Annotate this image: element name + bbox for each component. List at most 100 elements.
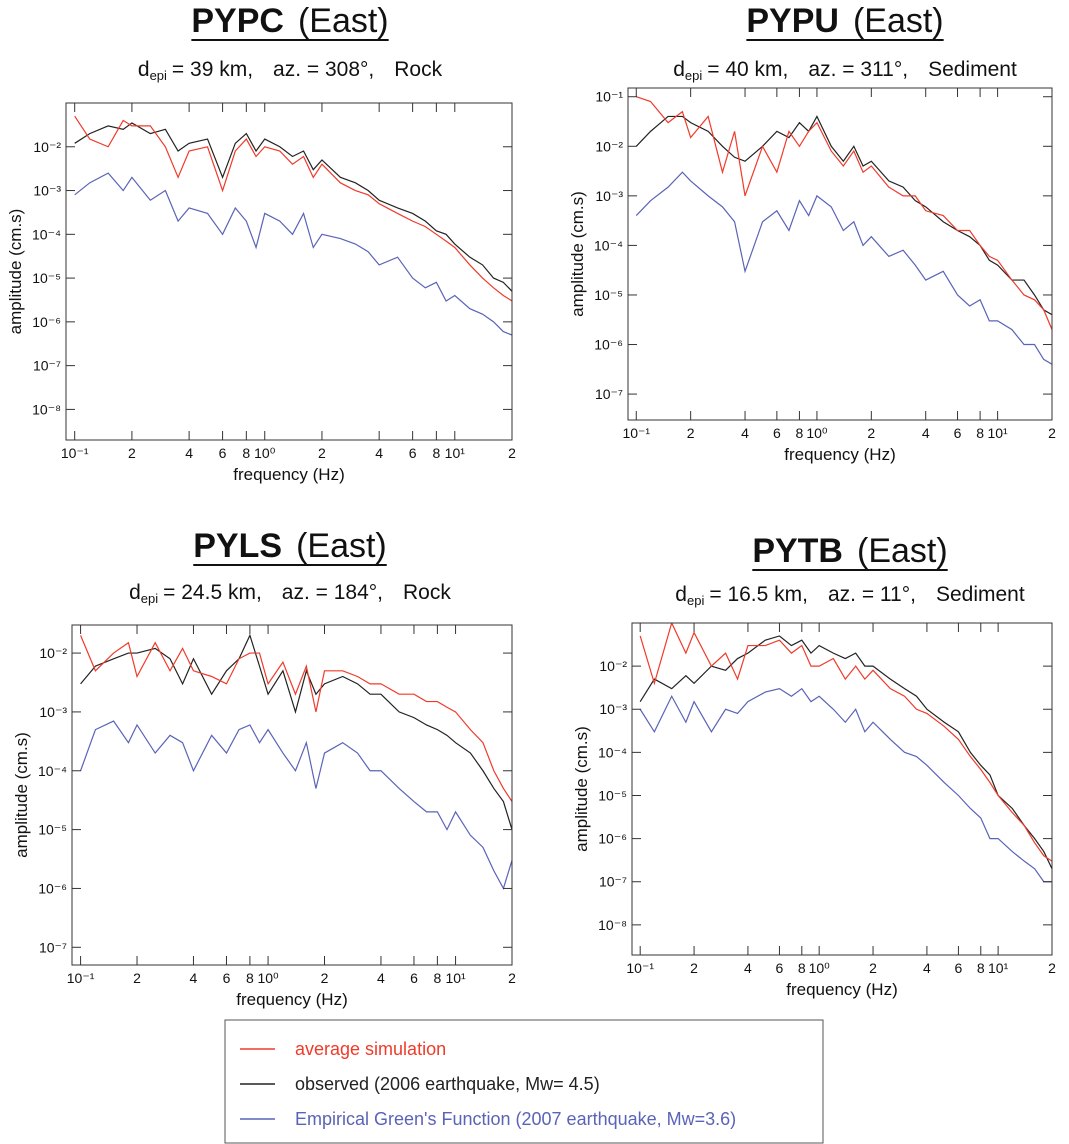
x-tick-label: 2 (687, 425, 695, 441)
x-tick-label: 2 (508, 970, 516, 986)
x-tick-label: 10⁻¹ (67, 970, 95, 986)
x-tick-label: 2 (508, 445, 516, 461)
y-tick-label: 10⁻⁴ (594, 237, 623, 253)
spectrum-line (639, 687, 1052, 883)
distance-symbol: d (138, 58, 150, 81)
x-tick-label: 4 (922, 425, 930, 441)
panel-subtitle: depi = 39 km, az. = 308°, Rock (138, 58, 443, 83)
distance: = 40 km, (707, 58, 788, 81)
plot-frame (71, 624, 513, 966)
azimuth: az. = 11°, (828, 583, 916, 606)
distance-symbol: d (675, 583, 687, 606)
spectrum-line (639, 623, 1052, 862)
x-tick-label: 6 (409, 445, 417, 461)
panel-title: PYLS (East) (193, 527, 387, 565)
site: Rock (394, 58, 442, 81)
x-tick-label: 6 (776, 960, 784, 976)
y-tick-label: 10⁻³ (33, 183, 61, 199)
y-tick-label: 10⁻⁵ (38, 822, 67, 838)
legend-label: average simulation (295, 1039, 446, 1059)
azimuth: az. = 184°, (282, 581, 383, 604)
y-tick-label: 10⁻² (39, 645, 67, 661)
azimuth: az. = 308°, (273, 58, 374, 81)
distance: = 24.5 km, (163, 581, 262, 604)
x-axis-label: frequency (Hz) (784, 445, 895, 464)
x-tick-label: 4 (741, 425, 749, 441)
x-tick-label: 10⁰ (254, 445, 276, 461)
x-tick-label: 10¹ (988, 960, 1009, 976)
spectrum-line (80, 635, 512, 802)
y-tick-label: 10⁻⁵ (594, 287, 623, 303)
spectrum-line (636, 96, 1052, 330)
plot-frame (627, 87, 1053, 421)
x-tick-label: 2 (133, 970, 141, 986)
x-tick-label: 10¹ (987, 425, 1008, 441)
legend-label: observed (2006 earthquake, Mw= 4.5) (295, 1074, 600, 1094)
y-tick-label: 10⁻³ (39, 704, 67, 720)
y-tick-label: 10⁻⁷ (595, 386, 623, 402)
component: (East) (298, 2, 389, 40)
panel-title: PYPC (East) (191, 2, 388, 40)
spectrum-line (635, 171, 1052, 365)
x-tick-label: 6 (955, 960, 963, 976)
site: Sediment (936, 583, 1025, 606)
y-tick-label: 10⁻² (599, 658, 627, 674)
station-name: PYPC (191, 2, 284, 40)
x-tick-label: 2 (869, 960, 877, 976)
distance: = 16.5 km, (709, 583, 808, 606)
x-tick-label: 6 (954, 425, 962, 441)
spectrum-line (80, 720, 512, 890)
x-tick-label: 2 (321, 970, 329, 986)
x-axis-label: frequency (Hz) (233, 465, 344, 484)
x-tick-label: 8 (796, 425, 804, 441)
y-tick-label: 10⁻⁴ (32, 226, 61, 242)
x-tick-label: 2 (1048, 425, 1056, 441)
legend-box (224, 1019, 824, 1144)
azimuth: az. = 311°, (808, 58, 908, 81)
legend-label: Empirical Green's Function (2007 earthqu… (295, 1109, 736, 1129)
y-tick-label: 10⁻² (595, 138, 623, 154)
y-tick-label: 10⁻⁵ (32, 270, 61, 286)
x-tick-label: 10⁻¹ (626, 960, 654, 976)
spectrum-line (74, 172, 512, 336)
component: (East) (296, 527, 387, 565)
x-tick-label: 8 (977, 960, 985, 976)
y-tick-label: 10⁻¹ (595, 89, 623, 105)
site: Rock (403, 581, 451, 604)
panel-subtitle: depi = 24.5 km, az. = 184°, Rock (129, 581, 451, 606)
x-tick-label: 8 (432, 445, 440, 461)
spectrum-line (74, 115, 512, 302)
x-tick-label: 6 (410, 970, 418, 986)
x-tick-label: 8 (976, 425, 984, 441)
x-tick-label: 4 (185, 445, 193, 461)
x-tick-label: 10⁻¹ (622, 425, 650, 441)
y-tick-label: 10⁻⁶ (594, 337, 623, 353)
x-tick-label: 6 (219, 445, 227, 461)
spectrum-line (74, 122, 512, 292)
panel-subtitle: depi = 40 km, az. = 311°, Sediment (673, 58, 1017, 83)
station-name: PYPU (746, 2, 839, 40)
x-tick-label: 10⁰ (257, 970, 279, 986)
y-axis-label: amplitude (cm.s) (12, 732, 31, 858)
plot-frame (631, 622, 1053, 956)
component: (East) (853, 2, 944, 40)
y-tick-label: 10⁻⁶ (38, 880, 67, 896)
component: (East) (857, 532, 948, 570)
x-tick-label: 4 (744, 960, 752, 976)
distance-symbol: d (673, 58, 685, 81)
y-tick-label: 10⁻⁸ (32, 401, 61, 417)
station-name: PYLS (193, 527, 282, 565)
x-tick-label: 10¹ (445, 445, 466, 461)
x-axis-label: frequency (Hz) (786, 980, 897, 999)
y-tick-label: 10⁻⁴ (598, 744, 627, 760)
y-axis-label: amplitude (cm.s) (6, 209, 25, 335)
x-tick-label: 2 (318, 445, 326, 461)
x-axis-label: frequency (Hz) (236, 990, 347, 1009)
x-tick-label: 6 (773, 425, 781, 441)
distance-symbol: d (129, 581, 141, 604)
plot-frame (65, 102, 513, 441)
x-tick-label: 10⁻¹ (61, 445, 89, 461)
spectrum-line (80, 633, 512, 830)
y-tick-label: 10⁻² (33, 139, 61, 155)
